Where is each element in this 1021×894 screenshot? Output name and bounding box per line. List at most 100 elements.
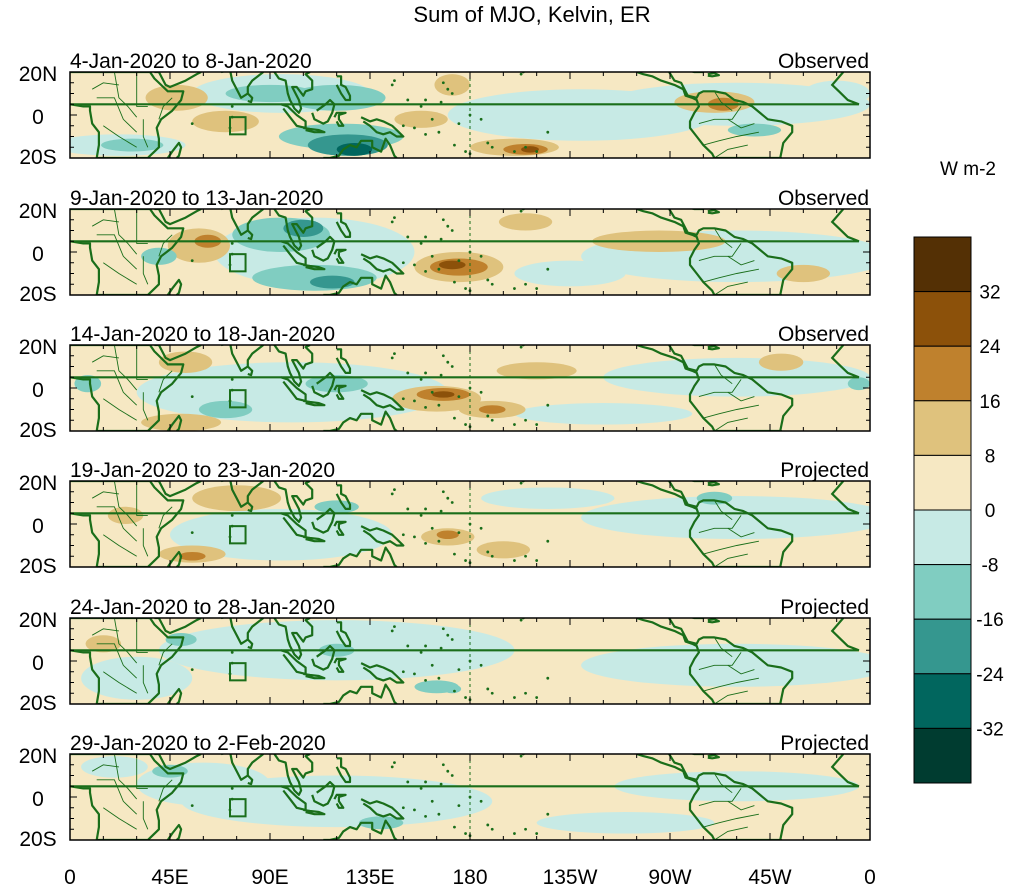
coastline	[154, 345, 202, 362]
coastline	[636, 72, 794, 158]
country-border	[727, 255, 755, 266]
island	[490, 691, 494, 695]
coastline	[280, 376, 307, 402]
panel-status: Observed	[778, 187, 869, 210]
island	[535, 696, 539, 699]
coastline	[221, 209, 264, 236]
panel-status: Observed	[778, 50, 869, 73]
island	[437, 539, 441, 543]
lon-label: 45E	[151, 866, 188, 889]
anomaly-region	[514, 260, 626, 287]
island	[230, 105, 234, 108]
anomaly-region	[432, 391, 455, 398]
index-box	[229, 253, 247, 273]
island	[413, 263, 416, 267]
country-border	[714, 364, 733, 385]
coastline	[247, 638, 254, 650]
island	[406, 507, 410, 511]
country-border	[136, 72, 148, 107]
map-panel: 20N 0 20S 4-Jan-2020 to 8-Jan-2020 Observed	[19, 50, 871, 169]
country-border	[703, 131, 759, 146]
map-field	[70, 345, 870, 431]
lat-label: 20S	[19, 555, 56, 578]
island	[406, 98, 410, 102]
island	[419, 105, 423, 108]
anomaly-region	[198, 400, 253, 419]
coastline	[166, 141, 183, 158]
x-axis-labels: 0 45E 90E 135E 180 135W 90W 45W 0	[64, 866, 876, 889]
coastline	[247, 774, 254, 786]
island	[430, 799, 434, 803]
coastline	[303, 672, 326, 680]
coastline	[636, 345, 794, 431]
anomaly-region	[178, 551, 206, 561]
lat-label: 20S	[19, 828, 56, 851]
island	[479, 390, 483, 394]
coastline	[154, 754, 202, 771]
island	[419, 378, 423, 381]
country-border	[103, 398, 137, 421]
colorbar-swatch	[913, 618, 972, 675]
island	[393, 625, 396, 628]
index-box	[229, 662, 247, 682]
country-border	[91, 355, 119, 363]
lat-label: 0	[32, 788, 44, 811]
island	[406, 644, 410, 648]
island	[393, 216, 396, 220]
anomaly-region	[758, 353, 804, 371]
country-border	[96, 370, 138, 406]
panel-date-range: 19-Jan-2020 to 23-Jan-2020	[70, 459, 335, 482]
coastline	[707, 345, 721, 351]
country-border	[727, 527, 755, 538]
island	[464, 423, 467, 426]
panel-date-range: 4-Jan-2020 to 8-Jan-2020	[70, 50, 312, 73]
island	[401, 533, 405, 537]
colorbar-tick-label: -24	[976, 665, 1004, 686]
lat-label: 20S	[19, 692, 56, 715]
island	[430, 526, 434, 530]
coastline	[707, 754, 721, 760]
country-border	[142, 528, 149, 557]
coastline	[247, 365, 254, 377]
island	[446, 87, 450, 91]
island	[390, 220, 394, 224]
coastline	[707, 618, 721, 624]
anomaly-region	[158, 351, 213, 373]
island	[450, 501, 454, 504]
panel-status: Observed	[778, 323, 869, 346]
island	[430, 663, 434, 667]
coastline	[360, 525, 405, 547]
lat-label: 0	[32, 652, 44, 675]
island	[524, 418, 527, 422]
country-border	[703, 268, 759, 283]
coastline	[70, 618, 185, 704]
island	[453, 416, 456, 420]
island	[430, 390, 434, 394]
country-border	[727, 391, 755, 402]
coastline	[636, 754, 794, 840]
island	[439, 782, 443, 786]
island	[486, 141, 490, 145]
coastline	[360, 389, 405, 411]
coastline	[70, 345, 860, 379]
country-border	[158, 370, 173, 393]
island	[519, 345, 523, 349]
country-border	[698, 515, 742, 534]
island	[524, 554, 527, 558]
colorbar-swatch	[913, 564, 972, 620]
lat-label: 20N	[19, 63, 58, 86]
island	[401, 261, 405, 265]
lat-label: 20N	[19, 609, 58, 632]
island	[439, 646, 443, 650]
country-border	[103, 534, 137, 557]
island	[441, 218, 445, 222]
country-border	[158, 234, 173, 257]
country-border	[142, 801, 149, 830]
country-border	[158, 97, 173, 120]
map-field	[70, 754, 870, 840]
coastline	[311, 98, 336, 125]
map-panel: 20N 0 20S 9-Jan-2020 to 13-Jan-2020 Observed	[19, 187, 871, 306]
coastline	[333, 520, 347, 536]
island	[390, 83, 394, 87]
country-border	[103, 671, 137, 694]
